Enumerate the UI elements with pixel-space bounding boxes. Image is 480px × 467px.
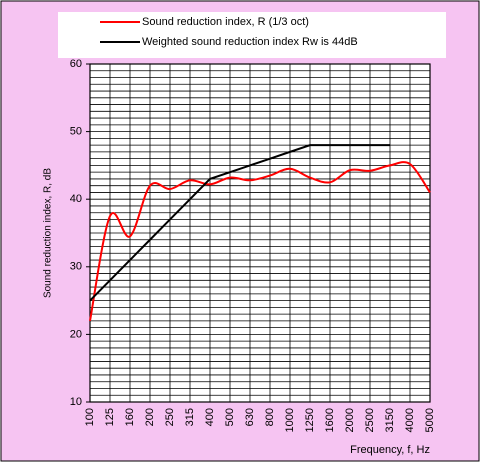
y-tick-label: 50 [70,126,82,138]
y-tick-label: 20 [70,328,82,340]
legend-label: Weighted sound reduction index Rw is 44d… [142,36,358,48]
x-tick-label: 400 [204,408,216,426]
y-tick-label: 10 [70,396,82,408]
x-tick-label: 4000 [404,408,416,432]
x-tick-label: 3150 [384,408,396,432]
x-tick-label: 5000 [424,408,436,432]
x-tick-label: 315 [184,408,196,426]
x-tick-label: 250 [164,408,176,426]
legend-label: Sound reduction index, R (1/3 oct) [142,16,309,28]
y-tick-label: 60 [70,58,82,70]
x-tick-label: 125 [104,408,116,426]
plot-border [89,63,431,403]
x-axis-label: Frequency, f, Hz [350,444,430,456]
x-tick-label: 100 [84,408,96,426]
x-tick-label: 160 [124,408,136,426]
x-tick-label: 2000 [344,408,356,432]
series-line [89,161,431,322]
x-tick-label: 200 [144,408,156,426]
x-tick-label: 1600 [324,408,336,432]
x-tick-label: 500 [224,408,236,426]
y-tick-label: 30 [70,261,82,273]
x-tick-label: 1000 [284,408,296,432]
x-tick-label: 630 [244,408,256,426]
legend-box [58,12,446,58]
x-tick-label: 2500 [364,408,376,432]
x-tick-label: 800 [264,408,276,426]
series-line [89,144,390,302]
y-axis-label: Sound reduction index, R, dB [43,168,54,298]
x-tick-label: 1250 [304,408,316,432]
y-tick-label: 40 [70,193,82,205]
